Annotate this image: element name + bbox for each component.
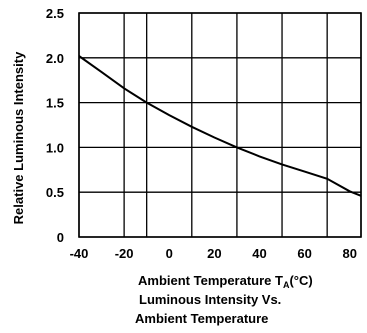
x-tick-labels: -40 -20 0 20 40 60 80	[70, 246, 357, 261]
x-tick-label: 60	[297, 246, 311, 261]
x-axis-label-main: Ambient Temperature T	[138, 273, 283, 288]
y-tick-label: 0	[57, 230, 64, 245]
series-line	[78, 55, 362, 197]
y-tick-label: 2.0	[46, 51, 64, 66]
y-tick-label: 1.0	[46, 140, 64, 155]
x-tick-label: 80	[342, 246, 356, 261]
y-tick-label: 0.5	[46, 185, 64, 200]
x-tick-label: 20	[207, 246, 221, 261]
y-tick-labels: 0 0.5 1.0 1.5 2.0 2.5	[46, 6, 64, 245]
x-tick-label: 0	[166, 246, 173, 261]
grid	[78, 12, 362, 238]
y-tick-label: 1.5	[46, 96, 64, 111]
x-axis-label: Ambient Temperature TA(°C)	[138, 273, 313, 290]
plot-frame	[78, 12, 362, 238]
x-tick-label: 40	[252, 246, 266, 261]
x-tick-label: -20	[115, 246, 134, 261]
caption-line-2: Ambient Temperature	[135, 311, 268, 326]
x-axis-label-subscript: A	[283, 280, 290, 290]
y-tick-label: 2.5	[46, 6, 64, 21]
x-tick-label: -40	[70, 246, 89, 261]
caption-line-1: Luminous Intensity Vs.	[139, 292, 281, 307]
x-axis-label-unit: (°C)	[289, 273, 312, 288]
y-axis-label: Relative Luminous Intensity	[11, 51, 26, 224]
